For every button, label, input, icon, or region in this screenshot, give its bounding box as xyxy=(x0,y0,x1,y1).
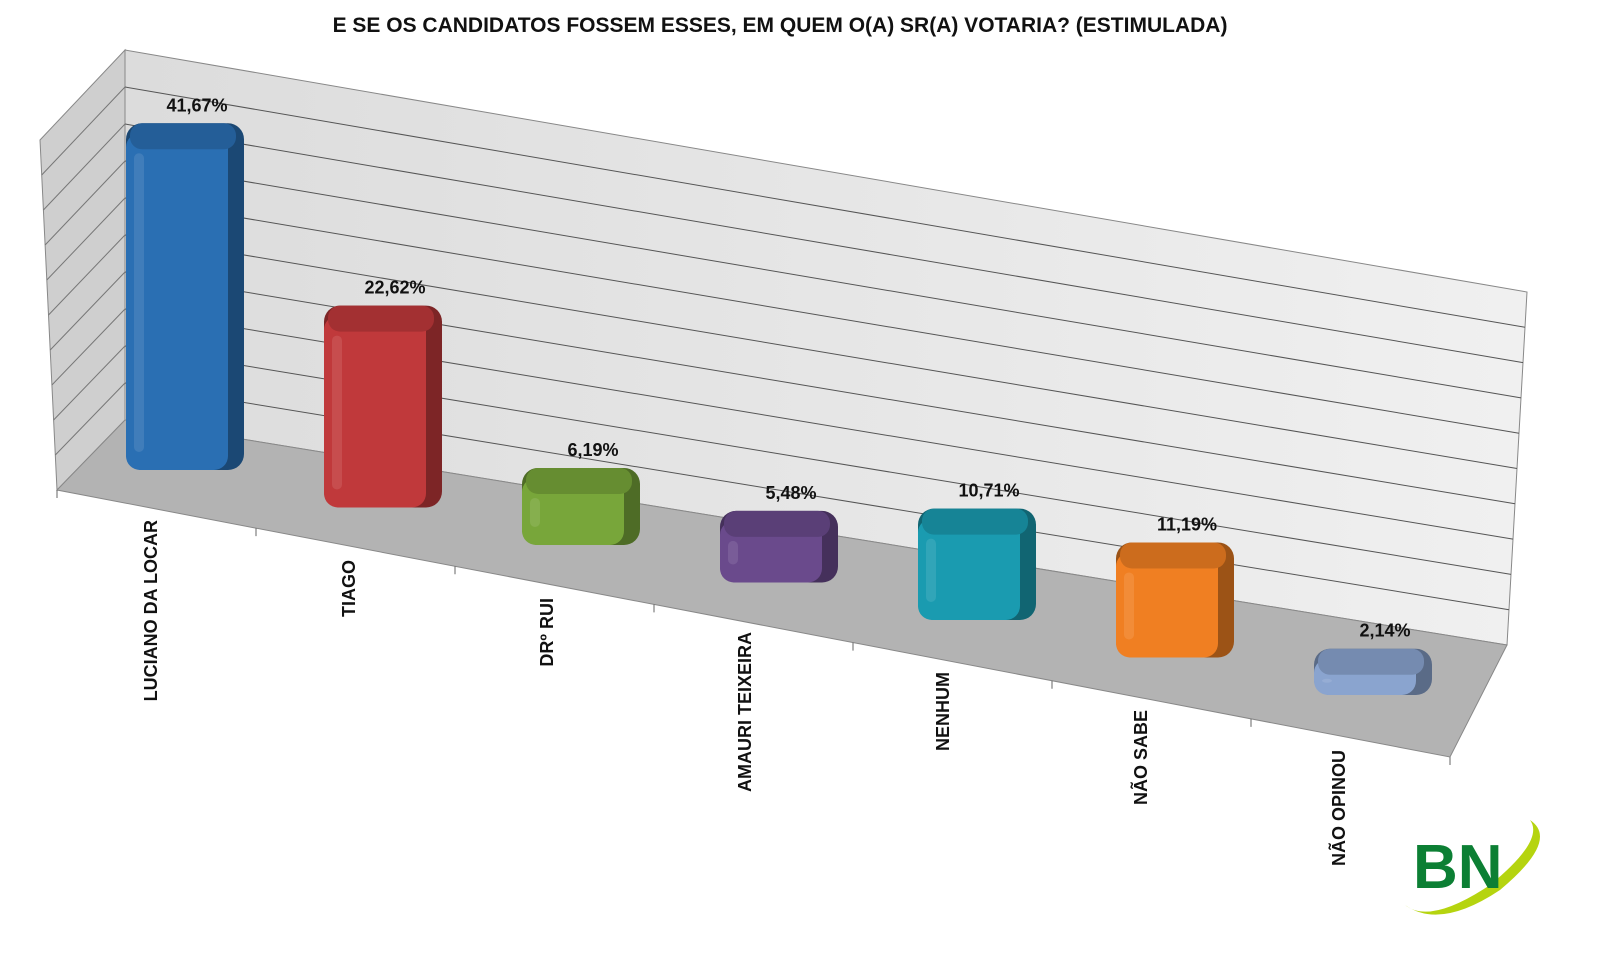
category-label: NÃO OPINOU xyxy=(1328,750,1349,866)
gridline-side xyxy=(51,308,126,386)
value-label: 22,62% xyxy=(364,278,425,298)
value-label: 11,19% xyxy=(1157,514,1217,534)
side-wall xyxy=(39,48,126,492)
bn-logo: BN xyxy=(1405,820,1540,915)
gridline-side xyxy=(41,86,126,176)
gridline-side xyxy=(44,160,126,246)
gridline-side xyxy=(43,123,126,211)
category-label: TIAGO xyxy=(339,560,359,617)
value-label: 5,48% xyxy=(765,483,816,503)
gridline-side xyxy=(48,234,126,316)
gridline-side xyxy=(49,271,126,351)
svg-text:BN: BN xyxy=(1413,833,1503,902)
category-label: LUCIANO DA LOCAR xyxy=(141,520,161,701)
bar xyxy=(1314,648,1432,695)
category-label: AMAURI TEIXEIRA xyxy=(735,632,755,792)
chart-title: E SE OS CANDIDATOS FOSSEM ESSES, EM QUEM… xyxy=(332,14,1228,37)
bar xyxy=(1116,542,1234,658)
value-label: 10,71% xyxy=(958,481,1019,501)
value-label: 6,19% xyxy=(567,440,618,460)
bar xyxy=(918,508,1036,620)
value-label: 41,67% xyxy=(166,95,227,115)
bar xyxy=(324,305,442,508)
value-label: 2,14% xyxy=(1359,621,1410,641)
gridline-side xyxy=(54,382,126,456)
category-label: NENHUM xyxy=(933,672,953,751)
bar xyxy=(126,123,244,471)
bar xyxy=(522,467,640,545)
gridline xyxy=(124,86,1526,328)
gridline-side xyxy=(46,197,126,281)
gridline xyxy=(124,123,1524,364)
category-label: DRº RUI xyxy=(537,598,557,667)
gridline xyxy=(124,197,1520,434)
gridline-side xyxy=(53,345,126,421)
bar xyxy=(720,510,838,583)
category-label: NÃO SABE xyxy=(1130,710,1151,805)
gridline xyxy=(124,234,1518,469)
gridline xyxy=(124,160,1522,399)
